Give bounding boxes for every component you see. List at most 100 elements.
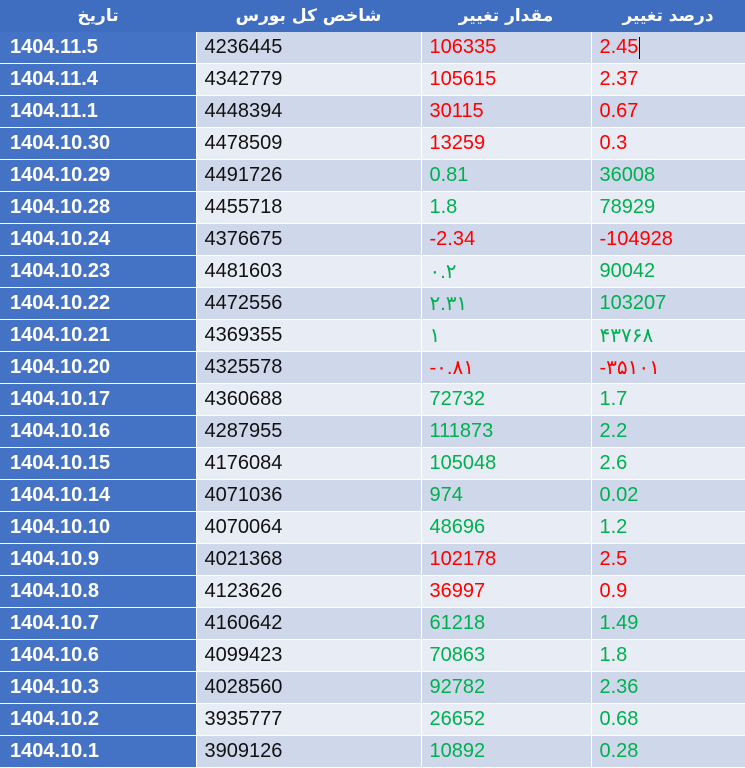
header-date[interactable]: تاریخ <box>0 0 196 32</box>
index-cell[interactable]: 3909126 <box>196 735 422 768</box>
date-cell[interactable]: 1404.10.29 <box>0 159 197 192</box>
change-cell[interactable]: 106335 <box>421 32 592 64</box>
header-percent[interactable]: درصد تغییر <box>591 0 745 32</box>
percent-cell[interactable]: -104928 <box>591 223 745 256</box>
change-cell[interactable]: 105615 <box>421 63 592 96</box>
index-cell[interactable]: 4472556 <box>196 287 422 320</box>
index-cell[interactable]: 4236445 <box>196 32 422 64</box>
header-change[interactable]: مقدار تغییر <box>421 0 591 32</box>
index-cell[interactable]: 4021368 <box>196 543 422 576</box>
percent-cell[interactable]: 0.9 <box>591 575 745 608</box>
index-cell[interactable]: 4287955 <box>196 415 422 448</box>
index-cell[interactable]: 4369355 <box>196 319 422 352</box>
date-cell[interactable]: 1404.10.21 <box>0 319 197 352</box>
date-cell[interactable]: 1404.10.10 <box>0 511 197 544</box>
index-cell[interactable]: 4160642 <box>196 607 422 640</box>
date-cell[interactable]: 1404.10.23 <box>0 255 197 288</box>
index-cell[interactable]: 4325578 <box>196 351 422 384</box>
change-cell[interactable]: ۰.۲ <box>421 255 592 288</box>
change-cell[interactable]: 26652 <box>421 703 592 736</box>
change-cell[interactable]: -۰.۸۱ <box>421 351 592 384</box>
percent-cell[interactable]: 1.49 <box>591 607 745 640</box>
index-cell[interactable]: 4491726 <box>196 159 422 192</box>
date-cell[interactable]: 1404.10.1 <box>0 735 197 768</box>
change-cell[interactable]: 48696 <box>421 511 592 544</box>
change-cell[interactable]: 36997 <box>421 575 592 608</box>
header-index[interactable]: شاخص کل بورس <box>196 0 421 32</box>
percent-cell[interactable]: 0.28 <box>591 735 745 768</box>
change-cell[interactable]: 70863 <box>421 639 592 672</box>
date-cell[interactable]: 1404.10.6 <box>0 639 197 672</box>
percent-cell-value: 0.9 <box>599 580 628 602</box>
date-cell[interactable]: 1404.10.15 <box>0 447 197 480</box>
change-cell[interactable]: ۱ <box>421 319 592 352</box>
index-cell[interactable]: 4176084 <box>196 447 422 480</box>
change-cell[interactable]: 1.8 <box>421 191 592 224</box>
percent-cell[interactable]: ۴۳۷۶۸ <box>591 319 745 352</box>
change-cell[interactable]: 72732 <box>421 383 592 416</box>
change-cell[interactable]: 111873 <box>421 415 592 448</box>
change-cell[interactable]: 61218 <box>421 607 592 640</box>
change-cell[interactable]: 92782 <box>421 671 592 704</box>
date-cell[interactable]: 1404.10.24 <box>0 223 197 256</box>
percent-cell[interactable]: 1.7 <box>591 383 745 416</box>
date-cell[interactable]: 1404.10.14 <box>0 479 197 512</box>
percent-cell[interactable]: 0.02 <box>591 479 745 512</box>
percent-cell[interactable]: 0.68 <box>591 703 745 736</box>
percent-cell[interactable]: 2.45 <box>591 32 745 64</box>
percent-cell[interactable]: 0.67 <box>591 95 745 128</box>
percent-cell[interactable]: 2.37 <box>591 63 745 96</box>
date-cell[interactable]: 1404.10.9 <box>0 543 197 576</box>
index-cell[interactable]: 4481603 <box>196 255 422 288</box>
date-cell[interactable]: 1404.10.8 <box>0 575 197 608</box>
percent-cell[interactable]: 2.2 <box>591 415 745 448</box>
percent-cell[interactable]: 36008 <box>591 159 745 192</box>
change-cell[interactable]: 13259 <box>421 127 592 160</box>
index-cell[interactable]: 4455718 <box>196 191 422 224</box>
index-cell[interactable]: 4070064 <box>196 511 422 544</box>
date-cell[interactable]: 1404.11.4 <box>0 63 197 96</box>
index-cell[interactable]: 4448394 <box>196 95 422 128</box>
index-cell[interactable]: 3935777 <box>196 703 422 736</box>
change-cell[interactable]: 10892 <box>421 735 592 768</box>
date-cell[interactable]: 1404.11.1 <box>0 95 197 128</box>
percent-cell[interactable]: 78929 <box>591 191 745 224</box>
date-cell[interactable]: 1404.10.22 <box>0 287 197 320</box>
percent-cell[interactable]: 90042 <box>591 255 745 288</box>
date-cell[interactable]: 1404.10.30 <box>0 127 197 160</box>
percent-cell[interactable]: 2.5 <box>591 543 745 576</box>
text-cursor <box>639 36 641 59</box>
date-cell-value: 1404.10.8 <box>10 580 99 602</box>
percent-cell[interactable]: -۳۵۱۰۱ <box>591 351 745 384</box>
percent-cell[interactable]: 1.2 <box>591 511 745 544</box>
change-cell[interactable]: ۲.۳۱ <box>421 287 592 320</box>
date-cell[interactable]: 1404.10.16 <box>0 415 197 448</box>
change-cell[interactable]: 30115 <box>421 95 592 128</box>
index-cell[interactable]: 4071036 <box>196 479 422 512</box>
index-cell[interactable]: 4478509 <box>196 127 422 160</box>
change-cell[interactable]: 0.81 <box>421 159 592 192</box>
change-cell[interactable]: -2.34 <box>421 223 592 256</box>
date-cell[interactable]: 1404.11.5 <box>0 32 197 64</box>
percent-cell[interactable]: 2.36 <box>591 671 745 704</box>
percent-cell[interactable]: 103207 <box>591 287 745 320</box>
date-cell[interactable]: 1404.10.20 <box>0 351 197 384</box>
change-cell[interactable]: 102178 <box>421 543 592 576</box>
index-cell[interactable]: 4360688 <box>196 383 422 416</box>
percent-cell[interactable]: 2.6 <box>591 447 745 480</box>
change-cell[interactable]: 105048 <box>421 447 592 480</box>
percent-cell[interactable]: 1.8 <box>591 639 745 672</box>
index-cell[interactable]: 4376675 <box>196 223 422 256</box>
index-cell[interactable]: 4028560 <box>196 671 422 704</box>
index-cell[interactable]: 4099423 <box>196 639 422 672</box>
date-cell[interactable]: 1404.10.3 <box>0 671 197 704</box>
date-cell[interactable]: 1404.10.17 <box>0 383 197 416</box>
date-cell[interactable]: 1404.10.28 <box>0 191 197 224</box>
index-cell[interactable]: 4342779 <box>196 63 422 96</box>
table-row: 1404.10.17 4360688 72732 1.7 <box>0 383 745 416</box>
percent-cell[interactable]: 0.3 <box>591 127 745 160</box>
date-cell[interactable]: 1404.10.7 <box>0 607 197 640</box>
date-cell[interactable]: 1404.10.2 <box>0 703 197 736</box>
index-cell[interactable]: 4123626 <box>196 575 422 608</box>
change-cell[interactable]: 974 <box>421 479 592 512</box>
